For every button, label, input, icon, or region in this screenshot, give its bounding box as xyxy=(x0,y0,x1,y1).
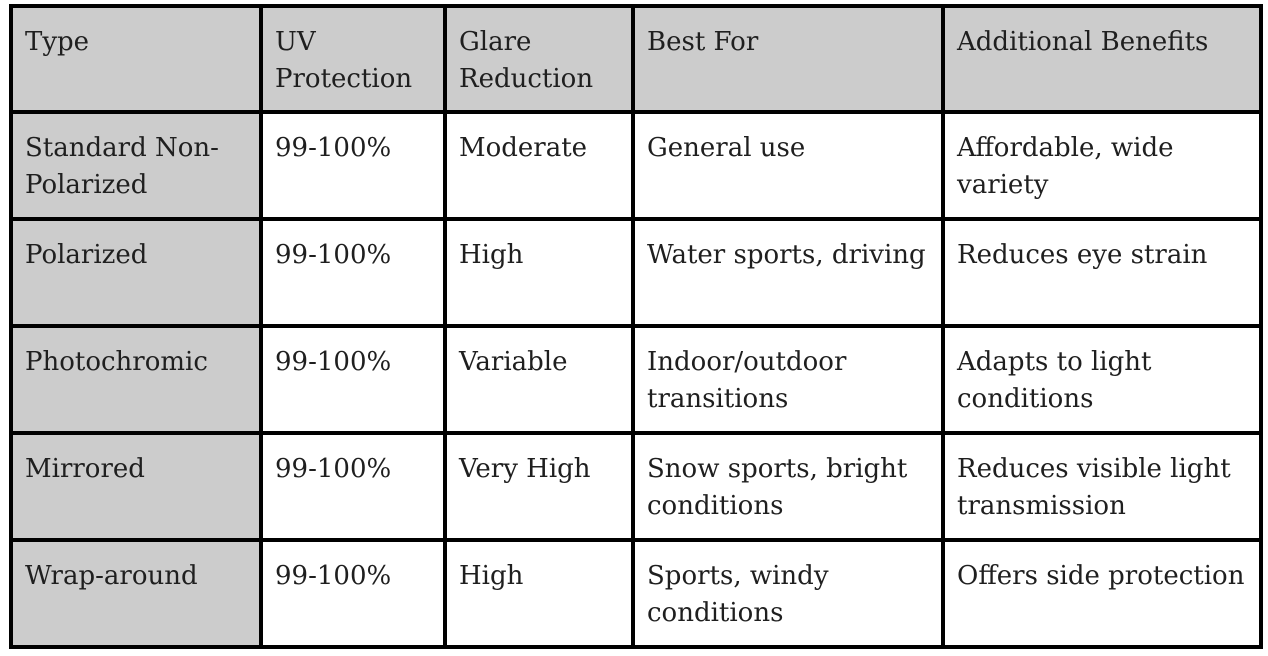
header-uv-protection: UV Protection xyxy=(259,4,447,114)
table-row: Wrap-around 99-100% High Sports, windy c… xyxy=(9,538,1263,649)
header-glare-reduction: Glare Reduction xyxy=(443,4,635,114)
sunglass-types-table: Type UV Protection Glare Reduction Best … xyxy=(9,4,1263,649)
cell-glare-reduction: High xyxy=(443,217,635,328)
cell-uv-protection: 99-100% xyxy=(259,110,447,221)
header-type: Type xyxy=(9,4,263,114)
cell-additional-benefits: Reduces visible light transmission xyxy=(941,431,1263,542)
cell-best-for: Water sports, driving xyxy=(631,217,945,328)
table-row: Mirrored 99-100% Very High Snow sports, … xyxy=(9,431,1263,542)
table-row: Photochromic 99-100% Variable Indoor/out… xyxy=(9,324,1263,435)
table-body: Standard Non-Polarized 99-100% Moderate … xyxy=(9,110,1263,649)
cell-uv-protection: 99-100% xyxy=(259,324,447,435)
cell-additional-benefits: Offers side protection xyxy=(941,538,1263,649)
header-additional-benefits: Additional Benefits xyxy=(941,4,1263,114)
cell-type: Wrap-around xyxy=(9,538,263,649)
cell-best-for: Indoor/outdoor transitions xyxy=(631,324,945,435)
cell-best-for: General use xyxy=(631,110,945,221)
cell-additional-benefits: Reduces eye strain xyxy=(941,217,1263,328)
cell-type: Polarized xyxy=(9,217,263,328)
cell-uv-protection: 99-100% xyxy=(259,538,447,649)
table-header: Type UV Protection Glare Reduction Best … xyxy=(9,4,1263,114)
cell-glare-reduction: Moderate xyxy=(443,110,635,221)
cell-additional-benefits: Affordable, wide variety xyxy=(941,110,1263,221)
cell-type: Mirrored xyxy=(9,431,263,542)
cell-glare-reduction: Variable xyxy=(443,324,635,435)
cell-uv-protection: 99-100% xyxy=(259,431,447,542)
cell-type: Standard Non-Polarized xyxy=(9,110,263,221)
header-row: Type UV Protection Glare Reduction Best … xyxy=(9,4,1263,114)
header-best-for: Best For xyxy=(631,4,945,114)
cell-best-for: Sports, windy conditions xyxy=(631,538,945,649)
cell-uv-protection: 99-100% xyxy=(259,217,447,328)
table-row: Polarized 99-100% High Water sports, dri… xyxy=(9,217,1263,328)
cell-additional-benefits: Adapts to light conditions xyxy=(941,324,1263,435)
cell-glare-reduction: High xyxy=(443,538,635,649)
cell-glare-reduction: Very High xyxy=(443,431,635,542)
cell-best-for: Snow sports, bright conditions xyxy=(631,431,945,542)
cell-type: Photochromic xyxy=(9,324,263,435)
table-row: Standard Non-Polarized 99-100% Moderate … xyxy=(9,110,1263,221)
